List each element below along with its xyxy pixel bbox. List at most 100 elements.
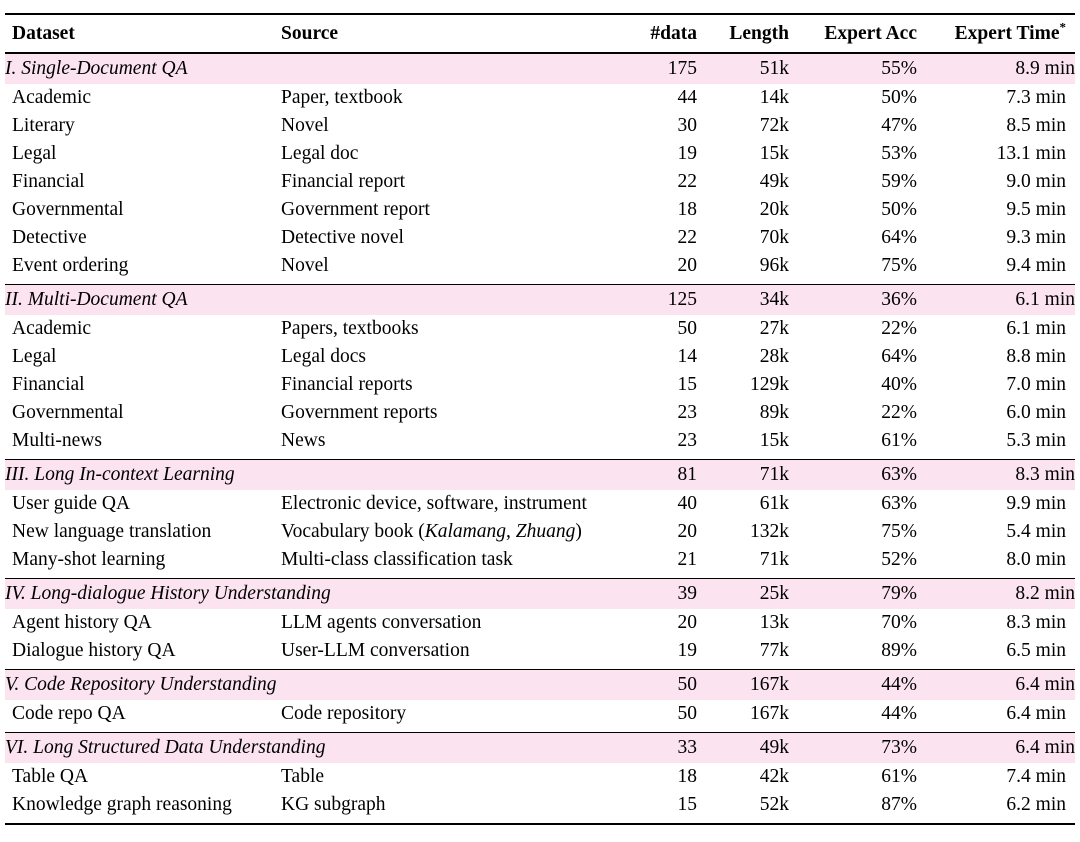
section-length: 71k [697, 459, 789, 490]
length-cell: 14k [759, 87, 789, 108]
expert-time-cell: 9.4 min [1006, 255, 1066, 276]
dataset-cell: Governmental [12, 199, 124, 220]
source-italic-segment: Zhuang [515, 521, 576, 542]
source-cell: Legal docs [281, 346, 367, 367]
length-cell: 15k [759, 430, 789, 451]
table-row: Academic Papers, textbooks 50 27k 22% 6.1 min [5, 315, 1075, 343]
source-cell: KG subgraph [281, 794, 386, 815]
dataset-cell: Academic [12, 87, 92, 108]
expert-time-cell: 9.5 min [1006, 199, 1066, 220]
source-cell: Table [281, 766, 325, 787]
table-row: Legal Legal doc 19 15k 53% 13.1 min [5, 140, 1075, 168]
expert-acc-cell: 53% [881, 143, 917, 164]
dataset-cell: Financial [12, 374, 85, 395]
section-length: 34k [697, 284, 789, 315]
col-header-source: Source [281, 14, 633, 54]
expert-time-cell: 6.0 min [1006, 402, 1066, 423]
ndata-cell: 23 [677, 402, 698, 423]
expert-acc-cell: 59% [881, 171, 917, 192]
expert-acc-cell: 64% [881, 346, 917, 367]
expert-acc-cell: 87% [881, 794, 917, 815]
expert-time-cell: 8.5 min [1006, 115, 1066, 136]
expert-acc-cell: 22% [881, 318, 917, 339]
section-title: II. Multi-Document QA [5, 284, 633, 315]
expert-acc-cell: 89% [881, 640, 917, 661]
ndata-cell: 50 [677, 318, 698, 339]
section-expert-acc: 36% [789, 284, 917, 315]
length-cell: 49k [759, 171, 789, 192]
table-row: Literary Novel 30 72k 47% 8.5 min [5, 112, 1075, 140]
dataset-cell: Financial [12, 171, 85, 192]
length-cell: 89k [759, 402, 789, 423]
table-row: Detective Detective novel 22 70k 64% 9.3 min [5, 224, 1075, 252]
expert-acc-cell: 63% [881, 493, 917, 514]
section-expert-acc: 44% [789, 669, 917, 700]
dataset-cell: Knowledge graph reasoning [12, 794, 232, 815]
length-cell: 13k [759, 612, 789, 633]
expert-acc-cell: 61% [881, 766, 917, 787]
section-header-row: I. Single-Document QA 175 51k 55% 8.9 min [5, 52, 1075, 84]
section-ndata: 39 [633, 578, 697, 609]
expert-time-cell: 9.0 min [1006, 171, 1066, 192]
ndata-cell: 50 [677, 703, 698, 724]
ndata-cell: 18 [677, 766, 698, 787]
section-title: VI. Long Structured Data Understanding [5, 732, 633, 763]
table-row: Legal Legal docs 14 28k 64% 8.8 min [5, 343, 1075, 371]
length-cell: 96k [759, 255, 789, 276]
ndata-cell: 15 [677, 374, 698, 395]
length-cell: 72k [759, 115, 789, 136]
table-row: Academic Paper, textbook 44 14k 50% 7.3 min [5, 84, 1075, 112]
source-cell: LLM agents conversation [281, 612, 482, 633]
section-length: 25k [697, 578, 789, 609]
expert-time-cell: 5.4 min [1006, 521, 1066, 542]
length-cell: 27k [759, 318, 789, 339]
dataset-cell: New language translation [12, 521, 212, 542]
source-cell: Multi-class classification task [281, 549, 513, 570]
length-cell: 167k [750, 703, 789, 724]
source-cell: Government report [281, 199, 430, 220]
source-italic-segment: Kalamang [424, 521, 506, 542]
source-cell: Novel [281, 115, 329, 136]
table-header-row: Dataset Source #data Length Expert Acc E… [5, 14, 1075, 54]
dataset-cell: Multi-news [12, 430, 102, 451]
expert-acc-cell: 50% [881, 87, 917, 108]
expert-acc-cell: 52% [881, 549, 917, 570]
section-header-row: VI. Long Structured Data Understanding 33… [5, 732, 1075, 763]
source-cell: Legal doc [281, 143, 359, 164]
ndata-cell: 20 [677, 521, 698, 542]
expert-time-cell: 5.3 min [1006, 430, 1066, 451]
section-header-row: II. Multi-Document QA 125 34k 36% 6.1 min [5, 284, 1075, 315]
source-cell: Paper, textbook [281, 87, 403, 108]
ndata-cell: 22 [677, 227, 698, 248]
expert-time-cell: 8.3 min [1006, 612, 1066, 633]
section-title: IV. Long-dialogue History Understanding [5, 578, 633, 609]
table-row: Governmental Government report 18 20k 50% 9.5… [5, 196, 1075, 224]
section-length: 49k [697, 732, 789, 763]
expert-time-cell: 7.3 min [1006, 87, 1066, 108]
dataset-cell: User guide QA [12, 493, 131, 514]
table-row: Table QA Table 18 42k 61% 7.4 min [5, 763, 1075, 791]
expert-time-cell: 7.4 min [1006, 766, 1066, 787]
section-expert-acc: 55% [789, 52, 917, 84]
expert-time-cell: 9.3 min [1006, 227, 1066, 248]
section-title: V. Code Repository Understanding [5, 669, 633, 700]
ndata-cell: 14 [677, 346, 698, 367]
table-row: Financial Financial report 22 49k 59% 9.0 min [5, 168, 1075, 196]
table-row: Multi-news News 23 15k 61% 5.3 min [5, 427, 1075, 460]
section-expert-time: 6.1 min [917, 284, 1075, 315]
source-cell: Papers, textbooks [281, 318, 419, 339]
ndata-cell: 22 [677, 171, 698, 192]
section-expert-time: 6.4 min [917, 669, 1075, 700]
dataset-cell: Event ordering [12, 255, 129, 276]
section-ndata: 81 [633, 459, 697, 490]
source-cell: Financial report [281, 171, 405, 192]
section-expert-time: 6.4 min [917, 732, 1075, 763]
section-ndata: 125 [633, 284, 697, 315]
source-cell: Vocabulary book (Kalamang, Zhuang) [281, 518, 633, 546]
section-length: 51k [697, 52, 789, 84]
expert-time-cell: 6.2 min [1006, 794, 1066, 815]
dataset-cell: Many-shot learning [12, 549, 166, 570]
section-header-row: III. Long In-context Learning 81 71k 63% 8.3… [5, 459, 1075, 490]
dataset-cell: Table QA [12, 766, 89, 787]
table-row: Event ordering Novel 20 96k 75% 9.4 min [5, 252, 1075, 285]
